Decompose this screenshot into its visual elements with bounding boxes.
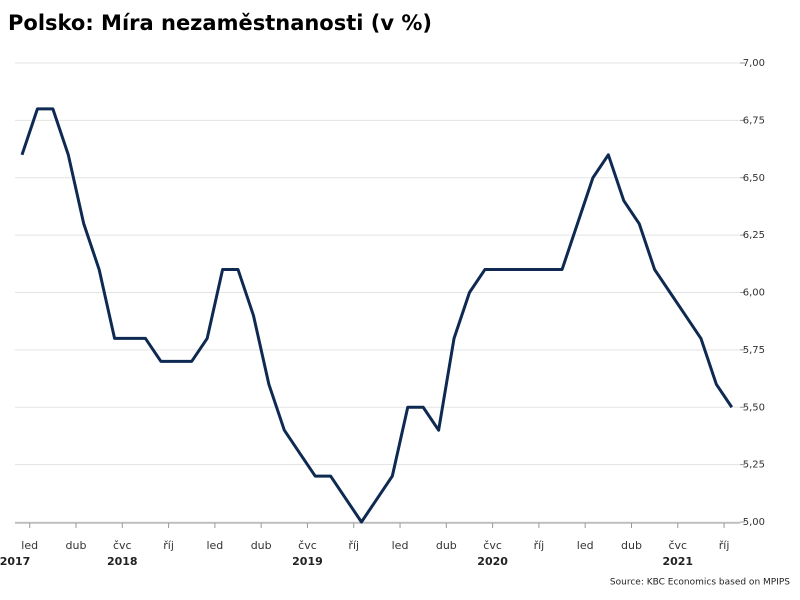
y-tick-label: 6,50 xyxy=(743,173,765,184)
x-tick-label: říj xyxy=(719,539,730,552)
y-tick-label: 6,25 xyxy=(743,230,765,241)
chart-title: Polsko: Míra nezaměstnanosti (v %) xyxy=(8,11,432,35)
y-tick-label: 5,50 xyxy=(743,402,765,413)
x-tick-label: říj xyxy=(348,539,359,552)
x-tick-label: dub xyxy=(66,539,87,552)
line xyxy=(20,107,734,524)
y-tick-label: 6,75 xyxy=(743,115,765,126)
year-label: 2019 xyxy=(292,555,323,568)
x-tick-label: čvc xyxy=(483,539,502,552)
x-tick-label: čvc xyxy=(298,539,317,552)
x-tick-label: led xyxy=(206,539,223,552)
y-tick-label: 5,25 xyxy=(743,460,765,471)
x-tick-label: čvc xyxy=(113,539,132,552)
x-tick-label: led xyxy=(392,539,409,552)
year-label: 2021 xyxy=(662,555,693,568)
y-tick-label: 5,00 xyxy=(743,517,765,528)
x-tick-label: led xyxy=(577,539,594,552)
x-tick-label: led xyxy=(21,539,38,552)
year-label: 2020 xyxy=(477,555,508,568)
year-label: 2017 xyxy=(0,555,30,568)
source: Source: KBC Economics based on MPIPS xyxy=(610,578,790,588)
y-tick-label: 5,75 xyxy=(743,345,765,356)
y-tick-label: 7,00 xyxy=(743,58,765,69)
year-label: 2018 xyxy=(107,555,138,568)
x-tick-label: říj xyxy=(163,539,174,552)
x-tick-label: dub xyxy=(436,539,457,552)
y-tick-label: 6,00 xyxy=(743,288,765,299)
x-tick-label: dub xyxy=(621,539,642,552)
x-tick-label: čvc xyxy=(668,539,687,552)
x-tick-label: říj xyxy=(534,539,545,552)
x-tick-label: dub xyxy=(251,539,272,552)
